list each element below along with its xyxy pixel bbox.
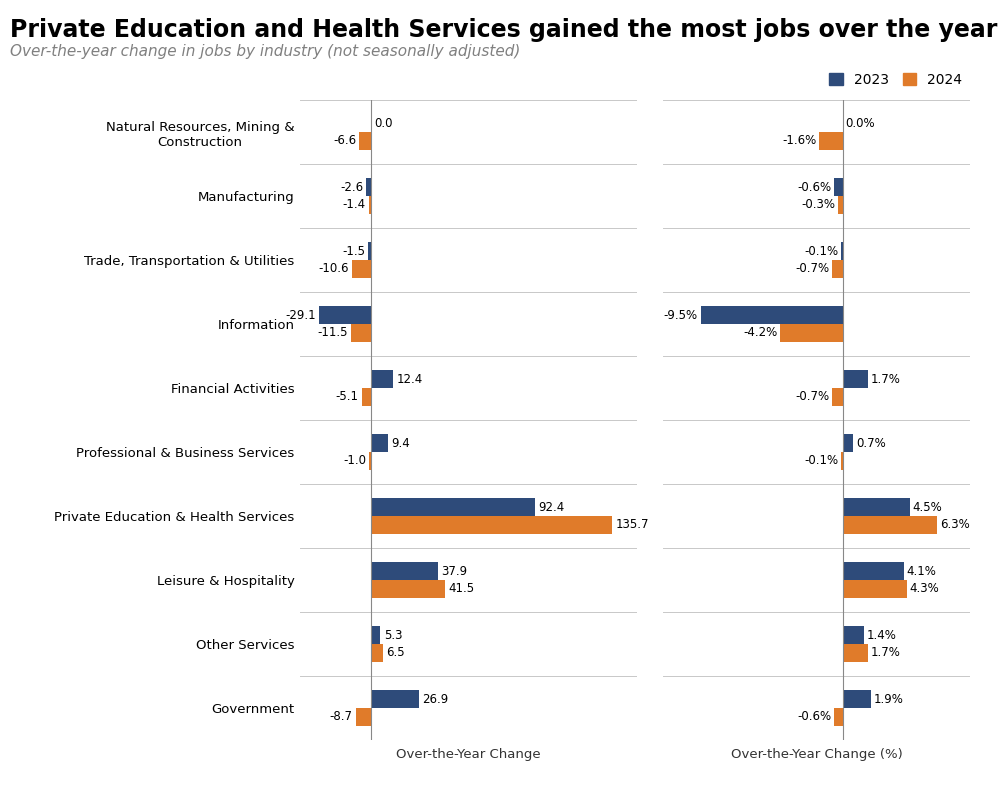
Text: -8.7: -8.7 xyxy=(329,710,352,723)
Bar xyxy=(841,452,843,470)
Bar xyxy=(843,690,871,708)
Bar xyxy=(352,260,371,278)
Bar xyxy=(362,388,371,406)
Text: -0.7%: -0.7% xyxy=(796,390,830,403)
Bar xyxy=(834,708,843,726)
Bar xyxy=(832,388,843,406)
Text: -9.5%: -9.5% xyxy=(664,309,698,322)
Text: 26.9: 26.9 xyxy=(422,693,448,706)
Bar xyxy=(843,516,937,534)
Text: 92.4: 92.4 xyxy=(538,501,565,514)
Bar xyxy=(832,260,843,278)
Bar xyxy=(819,132,843,150)
Text: 6.5: 6.5 xyxy=(386,646,404,659)
Bar xyxy=(369,196,371,214)
Text: 41.5: 41.5 xyxy=(448,582,474,595)
Text: 6.3%: 6.3% xyxy=(940,518,970,531)
Bar xyxy=(351,324,371,342)
Bar xyxy=(371,370,393,388)
Text: 135.7: 135.7 xyxy=(615,518,649,531)
Legend: 2023, 2024: 2023, 2024 xyxy=(823,67,968,92)
Text: 0.7%: 0.7% xyxy=(856,437,886,450)
Text: -1.4: -1.4 xyxy=(342,198,365,211)
Bar xyxy=(371,626,380,644)
Text: -0.7%: -0.7% xyxy=(796,262,830,275)
Text: 1.4%: 1.4% xyxy=(866,629,896,642)
Bar xyxy=(371,644,383,662)
Bar xyxy=(838,196,843,214)
Text: 1.7%: 1.7% xyxy=(871,646,901,659)
Bar xyxy=(843,644,868,662)
X-axis label: Over-the-Year Change: Over-the-Year Change xyxy=(396,748,541,762)
Bar xyxy=(371,690,419,708)
Text: Private Education and Health Services gained the most jobs over the year: Private Education and Health Services ga… xyxy=(10,18,997,42)
Bar xyxy=(319,306,371,324)
Text: -29.1: -29.1 xyxy=(286,309,316,322)
Text: -6.6: -6.6 xyxy=(333,134,356,147)
Bar xyxy=(366,178,371,196)
Text: -10.6: -10.6 xyxy=(319,262,349,275)
Text: 4.3%: 4.3% xyxy=(910,582,940,595)
Text: -1.5: -1.5 xyxy=(342,245,365,258)
Text: 4.5%: 4.5% xyxy=(913,501,943,514)
Bar xyxy=(371,562,438,580)
Text: 4.1%: 4.1% xyxy=(907,565,937,578)
Text: -2.6: -2.6 xyxy=(340,181,363,194)
Text: -4.2%: -4.2% xyxy=(743,326,777,339)
X-axis label: Over-the-Year Change (%): Over-the-Year Change (%) xyxy=(731,748,902,762)
Bar xyxy=(841,242,843,260)
Bar xyxy=(701,306,843,324)
Bar xyxy=(371,580,445,598)
Text: -0.6%: -0.6% xyxy=(797,181,831,194)
Bar xyxy=(356,708,371,726)
Bar xyxy=(834,178,843,196)
Bar xyxy=(369,452,371,470)
Bar xyxy=(843,580,907,598)
Bar xyxy=(371,498,535,516)
Text: -5.1: -5.1 xyxy=(336,390,359,403)
Text: -0.1%: -0.1% xyxy=(804,454,839,467)
Text: -0.6%: -0.6% xyxy=(797,710,831,723)
Text: -1.0: -1.0 xyxy=(343,454,366,467)
Text: 0.0: 0.0 xyxy=(374,117,393,130)
Bar xyxy=(359,132,371,150)
Bar xyxy=(371,516,612,534)
Text: Over-the-year change in jobs by industry (not seasonally adjusted): Over-the-year change in jobs by industry… xyxy=(10,44,520,59)
Text: -0.3%: -0.3% xyxy=(802,198,836,211)
Bar xyxy=(368,242,371,260)
Bar xyxy=(843,498,910,516)
Bar xyxy=(843,370,868,388)
Text: 0.0%: 0.0% xyxy=(845,117,875,130)
Text: 1.7%: 1.7% xyxy=(871,373,901,386)
Bar xyxy=(371,434,388,452)
Text: 1.9%: 1.9% xyxy=(874,693,904,706)
Text: -0.1%: -0.1% xyxy=(804,245,839,258)
Bar xyxy=(780,324,843,342)
Text: -11.5: -11.5 xyxy=(317,326,347,339)
Bar xyxy=(843,562,904,580)
Text: 5.3: 5.3 xyxy=(384,629,402,642)
Bar xyxy=(843,626,864,644)
Text: 12.4: 12.4 xyxy=(396,373,423,386)
Bar xyxy=(843,434,853,452)
Text: 9.4: 9.4 xyxy=(391,437,410,450)
Text: -1.6%: -1.6% xyxy=(782,134,816,147)
Text: 37.9: 37.9 xyxy=(442,565,468,578)
